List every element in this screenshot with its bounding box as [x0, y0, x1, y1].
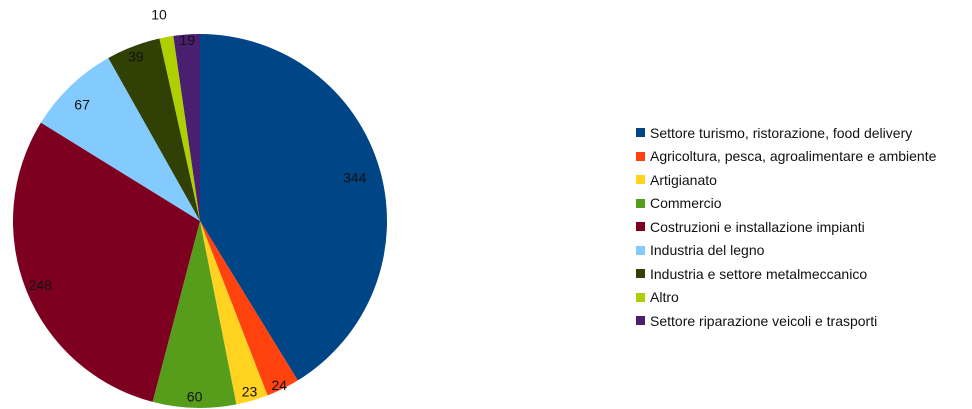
legend-swatch	[636, 245, 645, 255]
pie-slice	[200, 34, 388, 381]
legend-label: Settore riparazione veicoli e trasporti	[650, 312, 878, 329]
pie-data-label: 344	[343, 169, 367, 185]
pie-data-label: 10	[151, 7, 167, 23]
legend-label: Costruzioni e installazione impianti	[650, 218, 865, 235]
pie-data-label: 248	[29, 277, 53, 293]
legend-item: Agricoltura, pesca, agroalimentare e amb…	[636, 145, 936, 169]
pie-slice	[108, 38, 200, 222]
legend-swatch	[636, 292, 645, 302]
pie-data-label: 19	[179, 32, 195, 48]
pie-data-labels: 344 24 23 60 248 67 39 10 19	[29, 7, 367, 405]
pie-data-label: 23	[242, 384, 258, 400]
legend-swatch	[636, 128, 645, 138]
pie-data-label: 60	[187, 389, 203, 405]
legend-swatch	[636, 175, 645, 185]
pie-slice	[173, 34, 200, 221]
legend-label: Artigianato	[650, 171, 717, 188]
legend-swatch	[636, 316, 645, 326]
legend-item: Commercio	[636, 192, 936, 216]
pie-slice	[159, 35, 200, 221]
legend-label: Industria e settore metalmeccanico	[650, 265, 868, 282]
legend-swatch	[636, 198, 645, 208]
legend: Settore turismo, ristorazione, food deli…	[636, 121, 936, 333]
pie-data-label: 24	[272, 377, 288, 393]
pie-slice	[200, 221, 298, 396]
pie-data-label: 67	[74, 96, 90, 112]
pie-slice	[152, 221, 237, 408]
legend-item: Industria e settore metalmeccanico	[636, 262, 936, 286]
pie-slice	[200, 221, 268, 405]
legend-label: Altro	[650, 289, 679, 306]
pie-slice	[12, 122, 200, 402]
legend-item: Costruzioni e installazione impianti	[636, 215, 936, 239]
legend-swatch	[636, 151, 645, 161]
pie-slice	[40, 58, 200, 222]
pie-slices	[12, 34, 388, 408]
legend-item: Altro	[636, 286, 936, 310]
legend-label: Agricoltura, pesca, agroalimentare e amb…	[650, 148, 937, 165]
legend-swatch	[636, 269, 645, 279]
pie-data-label: 39	[128, 49, 144, 65]
legend-label: Industria del legno	[650, 242, 765, 259]
legend-swatch	[636, 222, 645, 232]
legend-item: Industria del legno	[636, 239, 936, 263]
legend-item: Settore riparazione veicoli e trasporti	[636, 309, 936, 333]
legend-item: Settore turismo, ristorazione, food deli…	[636, 121, 936, 145]
legend-item: Artigianato	[636, 168, 936, 192]
legend-label: Commercio	[650, 195, 722, 212]
legend-label: Settore turismo, ristorazione, food deli…	[650, 124, 913, 141]
